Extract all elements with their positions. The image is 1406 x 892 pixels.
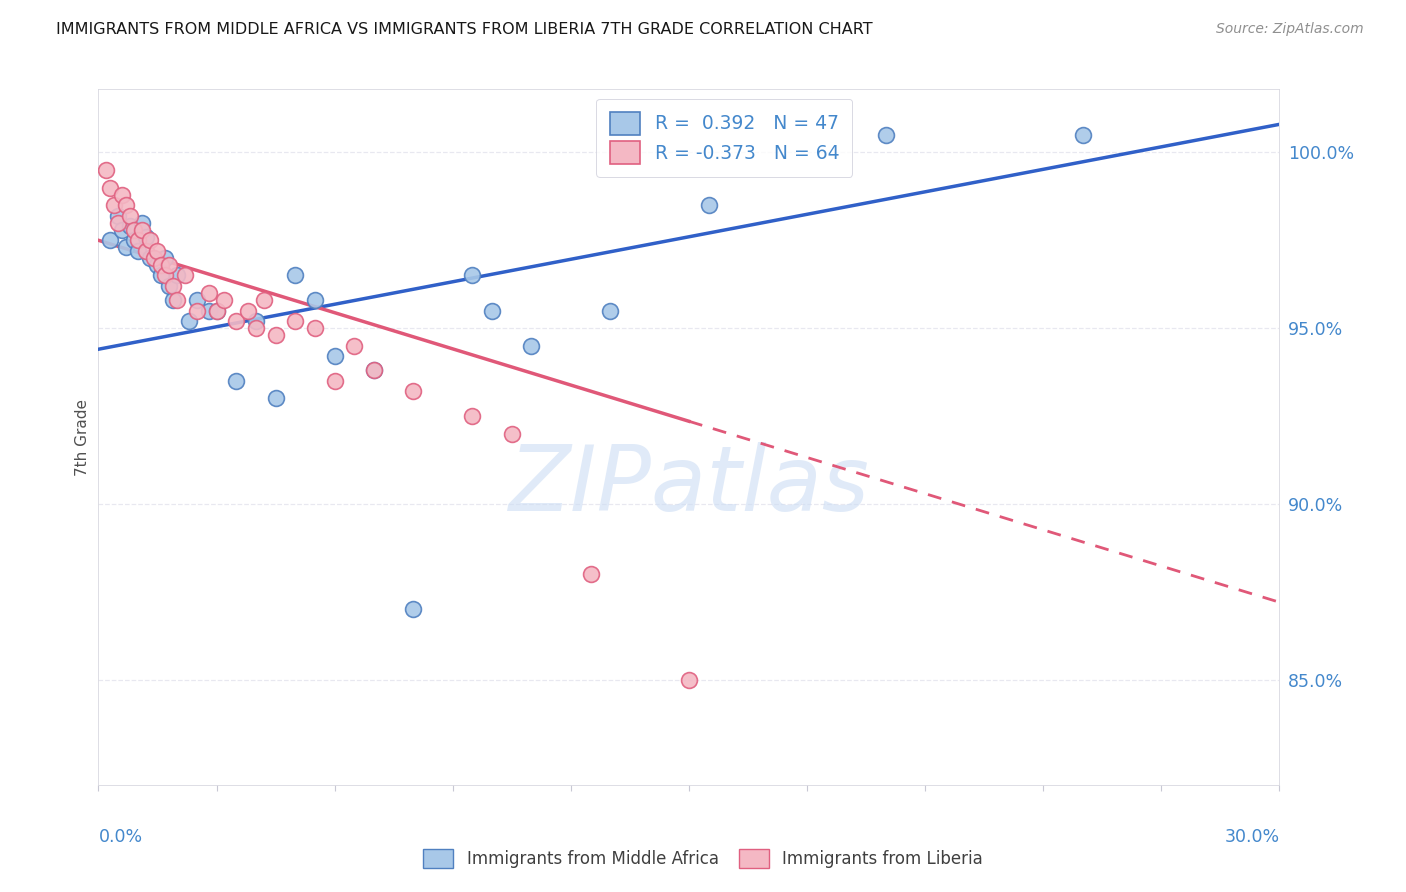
Text: 0.0%: 0.0% bbox=[98, 828, 142, 846]
Point bbox=[225, 374, 247, 388]
Point bbox=[186, 303, 208, 318]
Point bbox=[323, 349, 346, 363]
Point bbox=[197, 285, 219, 300]
Point bbox=[127, 244, 149, 258]
Point bbox=[111, 187, 134, 202]
Point bbox=[501, 426, 523, 441]
Point bbox=[146, 258, 169, 272]
Point bbox=[214, 293, 236, 307]
Point bbox=[363, 363, 385, 377]
Point bbox=[103, 198, 125, 212]
Point bbox=[162, 293, 184, 307]
Point bbox=[138, 233, 160, 247]
Legend: Immigrants from Middle Africa, Immigrants from Liberia: Immigrants from Middle Africa, Immigrant… bbox=[416, 843, 990, 875]
Point bbox=[122, 223, 145, 237]
Point bbox=[284, 268, 307, 283]
Text: ZIPatlas: ZIPatlas bbox=[509, 442, 869, 530]
Point bbox=[166, 293, 188, 307]
Point bbox=[304, 293, 326, 307]
Point bbox=[96, 163, 118, 178]
Point bbox=[402, 602, 425, 616]
Point bbox=[115, 240, 138, 254]
Point bbox=[461, 268, 484, 283]
Point bbox=[155, 268, 177, 283]
Point bbox=[107, 216, 129, 230]
Point bbox=[131, 216, 153, 230]
Point bbox=[236, 303, 259, 318]
Point bbox=[177, 314, 200, 328]
Point bbox=[150, 258, 173, 272]
Point bbox=[135, 244, 157, 258]
Point bbox=[363, 363, 385, 377]
Point bbox=[135, 229, 157, 244]
Point bbox=[245, 321, 267, 335]
Point bbox=[122, 233, 145, 247]
Point bbox=[264, 328, 287, 343]
Point bbox=[284, 314, 307, 328]
Point bbox=[150, 268, 173, 283]
Point bbox=[205, 303, 228, 318]
Point bbox=[197, 303, 219, 318]
Point bbox=[697, 198, 720, 212]
Legend: R =  0.392   N = 47, R = -0.373   N = 64: R = 0.392 N = 47, R = -0.373 N = 64 bbox=[596, 99, 852, 178]
Text: IMMIGRANTS FROM MIDDLE AFRICA VS IMMIGRANTS FROM LIBERIA 7TH GRADE CORRELATION C: IMMIGRANTS FROM MIDDLE AFRICA VS IMMIGRA… bbox=[56, 22, 873, 37]
Y-axis label: 7th Grade: 7th Grade bbox=[75, 399, 90, 475]
Point bbox=[304, 321, 326, 335]
Point bbox=[131, 223, 153, 237]
Point bbox=[481, 303, 503, 318]
Point bbox=[253, 293, 276, 307]
Point bbox=[146, 244, 169, 258]
Point bbox=[98, 180, 121, 194]
Point bbox=[1071, 128, 1094, 142]
Point bbox=[205, 303, 228, 318]
Point bbox=[127, 233, 149, 247]
Point bbox=[343, 339, 366, 353]
Point bbox=[174, 268, 197, 283]
Point bbox=[186, 293, 208, 307]
Point bbox=[157, 258, 180, 272]
Point bbox=[115, 198, 138, 212]
Point bbox=[579, 567, 602, 582]
Point bbox=[98, 233, 121, 247]
Point bbox=[678, 673, 700, 687]
Point bbox=[264, 392, 287, 406]
Point bbox=[520, 339, 543, 353]
Point bbox=[245, 314, 267, 328]
Point bbox=[118, 209, 141, 223]
Point bbox=[118, 219, 141, 234]
Point bbox=[155, 251, 177, 265]
Point bbox=[107, 209, 129, 223]
Point bbox=[225, 314, 247, 328]
Point bbox=[323, 374, 346, 388]
Point bbox=[157, 279, 180, 293]
Point bbox=[402, 384, 425, 399]
Text: 30.0%: 30.0% bbox=[1225, 828, 1279, 846]
Point bbox=[599, 303, 621, 318]
Point bbox=[166, 268, 188, 283]
Point bbox=[138, 251, 160, 265]
Point bbox=[875, 128, 897, 142]
Point bbox=[142, 251, 165, 265]
Point bbox=[162, 279, 184, 293]
Text: Source: ZipAtlas.com: Source: ZipAtlas.com bbox=[1216, 22, 1364, 37]
Point bbox=[111, 223, 134, 237]
Point bbox=[461, 409, 484, 423]
